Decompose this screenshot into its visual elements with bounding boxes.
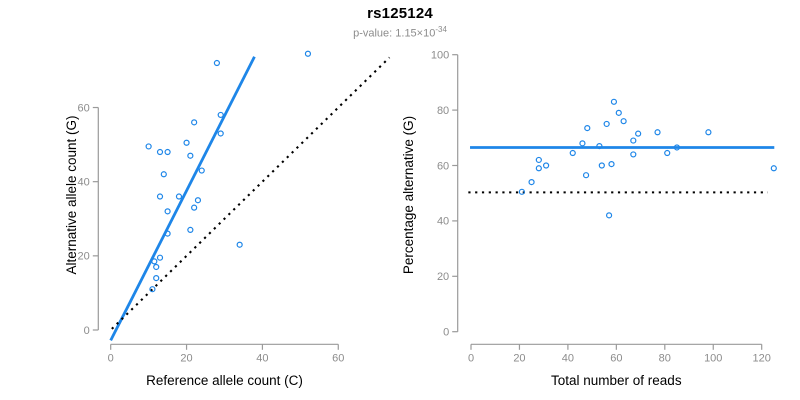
data-point xyxy=(518,188,525,195)
data-point xyxy=(635,130,642,137)
data-point xyxy=(535,156,542,164)
data-point xyxy=(542,162,550,169)
data-point xyxy=(145,143,152,150)
data-point xyxy=(187,226,194,233)
data-point xyxy=(213,59,221,67)
x-tick-label: 100 xyxy=(704,352,722,364)
data-point xyxy=(596,143,603,150)
y-tick-label: 60 xyxy=(78,102,90,114)
data-point xyxy=(156,193,164,200)
regression-line xyxy=(109,56,256,342)
data-point xyxy=(605,212,613,219)
x-tick-label: 60 xyxy=(610,352,622,364)
data-point xyxy=(191,204,198,211)
left-plot: 0 20 40 60 Reference allele count (C) 0 20 40 60… xyxy=(64,50,391,388)
data-point xyxy=(183,139,190,146)
pvalue-text: p-value: 1.15×10 xyxy=(353,27,436,40)
data-point xyxy=(535,165,542,172)
plot-title: rs125124 xyxy=(367,5,433,22)
y-tick-label: 0 xyxy=(443,327,449,339)
data-point xyxy=(217,111,224,119)
x-tick-label: 0 xyxy=(108,352,114,364)
data-point xyxy=(630,151,637,158)
data-point xyxy=(156,148,164,156)
y-tick-label: 40 xyxy=(78,176,90,188)
data-point xyxy=(304,50,312,57)
data-point xyxy=(175,193,183,200)
y-tick-label: 0 xyxy=(84,325,90,337)
data-point xyxy=(236,241,243,248)
y-axis-title: Percentage alternative (G) xyxy=(401,116,416,274)
y-tick-label: 100 xyxy=(431,50,449,62)
data-point xyxy=(164,208,171,215)
x-tick-label: 0 xyxy=(468,352,474,364)
x-tick-label: 120 xyxy=(753,352,771,364)
plot-subtitle: p-value: 1.15×10-34 xyxy=(0,25,800,40)
data-point xyxy=(770,165,777,172)
x-tick-label: 20 xyxy=(180,352,192,364)
data-point xyxy=(153,263,160,271)
x-tick-label: 60 xyxy=(332,352,344,364)
pvalue-exponent: -34 xyxy=(435,25,447,34)
data-point xyxy=(654,129,661,136)
data-point xyxy=(528,179,535,186)
right-plot: 0 20 40 60 80 100 120 Total number of reads 0 20 4… xyxy=(401,50,777,388)
data-point xyxy=(579,140,586,147)
data-point xyxy=(198,167,205,174)
data-point xyxy=(191,119,198,126)
data-point xyxy=(156,254,164,261)
data-point xyxy=(569,149,576,157)
data-point xyxy=(610,98,618,105)
x-tick-label: 20 xyxy=(513,352,525,364)
data-point xyxy=(149,286,156,293)
data-point xyxy=(194,197,202,204)
y-tick-label: 60 xyxy=(437,160,449,172)
y-axis-title: Alternative allele count (G) xyxy=(64,115,79,274)
data-point xyxy=(608,161,615,168)
identity-line xyxy=(111,56,391,330)
y-tick-label: 80 xyxy=(437,105,449,117)
data-point xyxy=(151,258,158,265)
x-tick-label: 40 xyxy=(562,352,574,364)
y-tick-label: 40 xyxy=(437,216,449,228)
data-point xyxy=(664,149,671,157)
data-point xyxy=(598,162,605,169)
x-tick-label: 80 xyxy=(659,352,671,364)
x-axis-title: Total number of reads xyxy=(551,373,682,388)
data-point xyxy=(615,109,622,116)
data-point xyxy=(630,137,637,144)
data-point xyxy=(187,152,194,159)
y-tick-label: 20 xyxy=(78,251,90,263)
x-tick-label: 40 xyxy=(256,352,268,364)
y-tick-label: 20 xyxy=(437,271,449,283)
data-point xyxy=(153,274,160,282)
data-point xyxy=(160,171,167,178)
data-point xyxy=(164,230,171,237)
data-point xyxy=(164,148,171,156)
data-point xyxy=(217,130,224,137)
data-point xyxy=(582,172,590,179)
x-axis-title: Reference allele count (C) xyxy=(146,373,303,388)
data-point xyxy=(705,129,712,136)
data-point xyxy=(620,118,627,125)
data-point xyxy=(603,120,610,128)
data-point xyxy=(584,125,591,132)
data-point xyxy=(673,144,681,151)
